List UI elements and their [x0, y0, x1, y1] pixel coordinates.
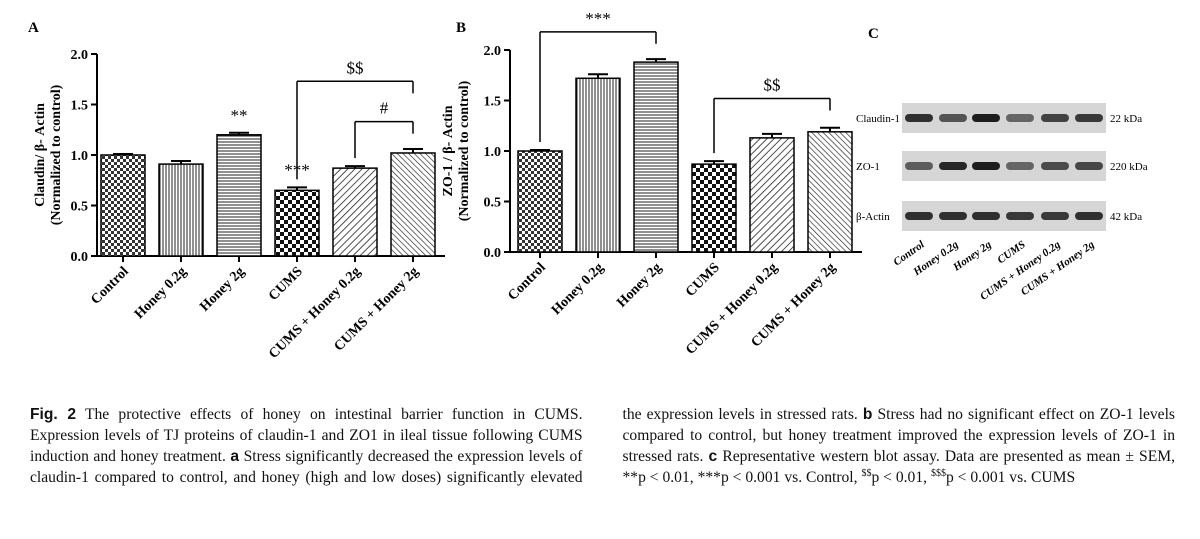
x-tick-label: Control	[505, 260, 549, 304]
figure-caption: Fig. 2 The protective effects of honey o…	[30, 404, 1175, 488]
blot-row-label: Claudin-1	[856, 113, 900, 125]
y-tick-label: 0.5	[71, 200, 89, 215]
x-tick-label: Honey 0.2g	[132, 264, 190, 322]
caption-sup-1: $$	[861, 467, 872, 479]
blot-strip	[902, 201, 1106, 231]
caption-p1: p < 0.01,	[871, 469, 928, 486]
blot-band	[1041, 114, 1069, 122]
bar-6	[390, 152, 436, 257]
y-tick-label: 0.0	[71, 250, 89, 265]
y-tick-label: 1.0	[484, 145, 502, 160]
y-axis-label: Claudin/ β- Actin	[33, 103, 48, 207]
blot-band	[1006, 114, 1034, 122]
y-tick-label: 1.5	[484, 95, 502, 110]
blot-band	[1041, 212, 1069, 220]
blot-band	[972, 114, 1000, 122]
blot-band	[1075, 212, 1103, 220]
y-axis-label-sub: (Normalized to control)	[49, 84, 64, 225]
bar-3	[216, 134, 262, 257]
panel-letter-a: A	[28, 20, 39, 36]
y-tick-label: 1.0	[71, 149, 89, 164]
x-tick-label: Honey 2g	[614, 260, 664, 310]
y-tick-label: 0.5	[484, 196, 502, 211]
blot-band	[972, 162, 1000, 170]
y-tick-label: 0.0	[484, 246, 502, 261]
chart-panel-b: B 0.0 0.5 1.0 1.5 2.0 ZO-1 / β- Actin (Normaliz…	[441, 9, 862, 358]
blot-band	[905, 212, 933, 220]
panel-letter-c: C	[868, 26, 879, 42]
y-axis-label: ZO-1 / β- Actin	[441, 105, 456, 196]
blot-row-label: β-Actin	[856, 211, 890, 223]
blot-band	[905, 162, 933, 170]
bar-3	[633, 61, 679, 253]
x-tick-label: Honey 2g	[197, 264, 247, 314]
caption-sup-2: $$$	[930, 467, 946, 479]
bracket-label: $$	[764, 75, 781, 94]
blot-band	[939, 212, 967, 220]
blot-band	[1075, 114, 1103, 122]
blot-band	[1006, 212, 1034, 220]
y-tick-label: 1.5	[71, 99, 89, 114]
chart-panel-a: A 0.0 0.5 1.0 1.5 2.0 Claudin/ β- Actin (Normal…	[28, 20, 445, 362]
y-axis-label-sub: (Normalized to control)	[457, 80, 472, 221]
blot-band	[972, 212, 1000, 220]
y-tick-label: 2.0	[71, 48, 89, 63]
significance-label: **	[231, 106, 248, 125]
blot-band	[939, 114, 967, 122]
bar-1	[517, 150, 563, 253]
x-tick-label: CUMS	[683, 260, 723, 300]
bar-5	[749, 137, 795, 253]
x-tick-label: Honey 0.2g	[549, 260, 607, 318]
bracket-label: ***	[585, 9, 611, 28]
blot-size-label: 42 kDa	[1110, 211, 1142, 223]
caption-intro: The protective effects of honey on intes…	[30, 406, 583, 465]
bar-2	[158, 163, 204, 257]
caption-b-label: b	[862, 406, 873, 423]
panel-letter-b: B	[456, 20, 466, 36]
x-tick-label: Control	[88, 264, 132, 308]
blot-band	[905, 114, 933, 122]
bracket-label: #	[380, 99, 389, 118]
caption-a-label: a	[230, 448, 240, 465]
caption-p2: p < 0.001 vs. CUMS	[945, 469, 1076, 486]
caption-a-text: Stress significantly decreased the expre…	[30, 406, 858, 486]
bar-4	[691, 163, 737, 253]
blot-band	[1006, 162, 1034, 170]
bracket-label: $$	[347, 58, 364, 77]
blot-band	[1075, 162, 1103, 170]
blot-band	[939, 162, 967, 170]
blot-row-label: ZO-1	[856, 161, 880, 173]
blot-size-label: 220 kDa	[1110, 161, 1148, 173]
caption-fig-label: Fig. 2	[30, 406, 77, 423]
bar-5	[332, 167, 378, 257]
y-tick-label: 2.0	[484, 44, 502, 59]
blot-strip	[902, 103, 1106, 133]
x-tick-label: CUMS	[266, 264, 306, 304]
blot-band	[1041, 162, 1069, 170]
bar-4	[274, 189, 320, 257]
caption-b-text: Stress had no significant effect on ZO-1…	[622, 406, 1176, 465]
blot-size-label: 22 kDa	[1110, 113, 1142, 125]
caption-c-label: c	[708, 448, 718, 465]
caption-c-text: Representative western blot assay. Data …	[622, 448, 1176, 486]
western-blot-panel-c: C Claudin-1 22 kDa ZO-1 220 kDa β-Actin 42 kDa…	[856, 26, 1148, 303]
bar-2	[575, 77, 621, 253]
bar-6	[807, 131, 853, 253]
blot-strip	[902, 151, 1106, 181]
bar-1	[100, 154, 146, 257]
